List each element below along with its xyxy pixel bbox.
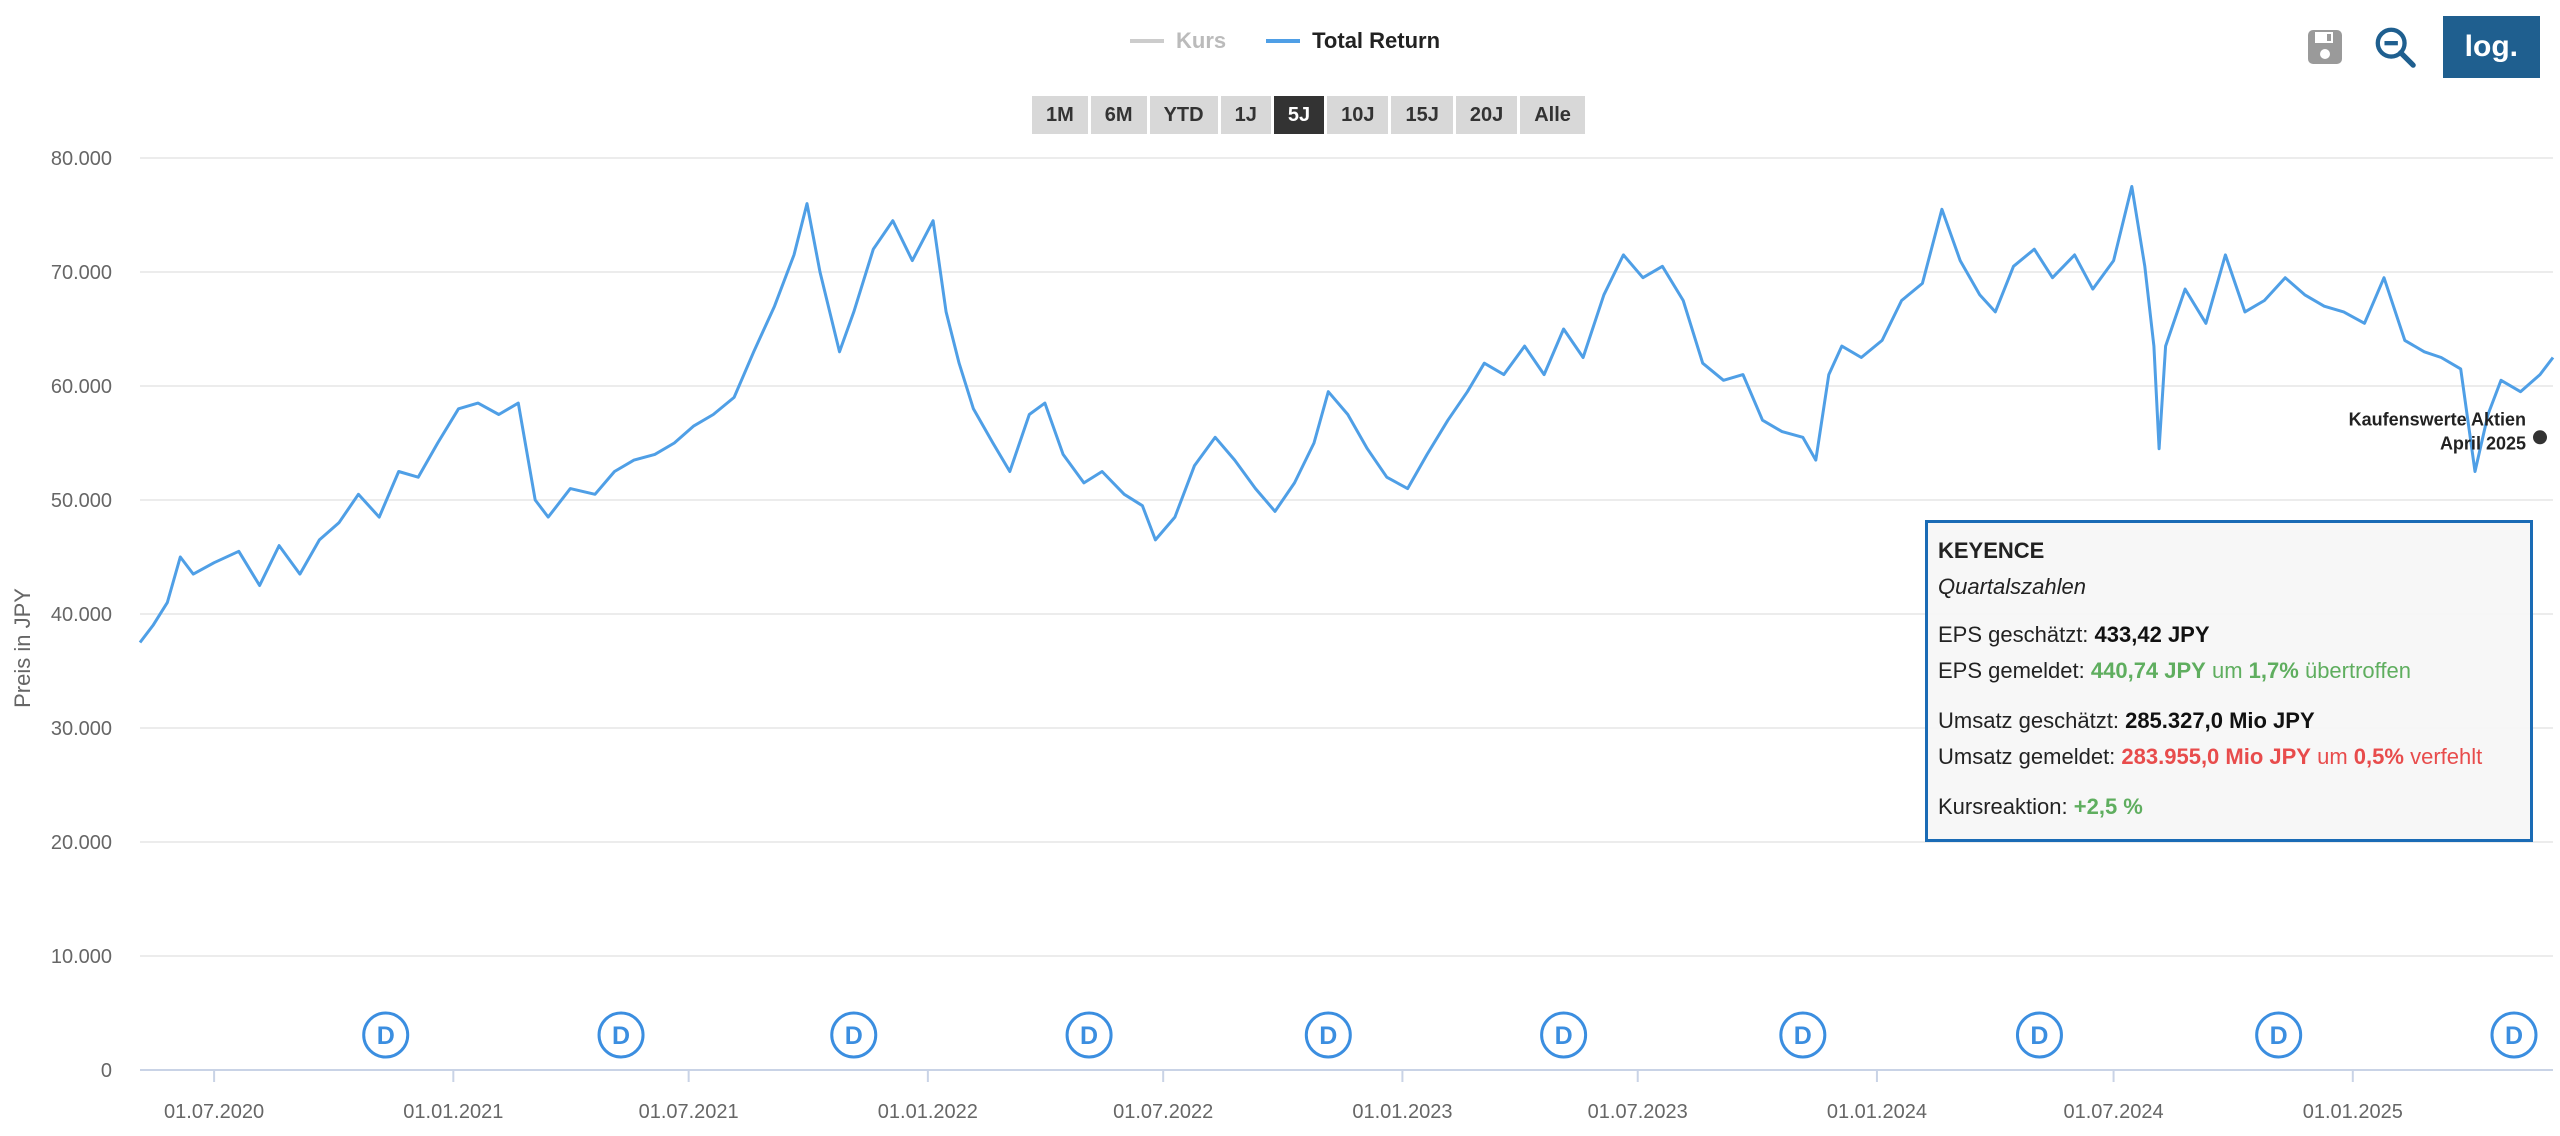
eps-rep-value: 440,74 JPY [2090, 658, 2206, 683]
dividend-marker-label: D [1555, 1022, 1573, 1050]
eps-est-label: EPS geschätzt: [1938, 622, 2089, 647]
rev-est-label: Umsatz geschätzt: [1938, 708, 2119, 733]
x-tick-label: 01.01.2021 [403, 1101, 503, 1123]
eps-rep-label: EPS gemeldet: [1938, 658, 2085, 683]
range-button-ytd[interactable]: YTD [1149, 96, 1218, 134]
rev-rep-result: verfehlt [2410, 744, 2483, 769]
grid-lines [140, 157, 2553, 1071]
y-tick-label: 30.000 [51, 718, 112, 740]
x-tick-label: 01.01.2024 [1827, 1101, 1927, 1123]
dividend-marker[interactable]: D [362, 1011, 410, 1059]
range-button-20j[interactable]: 20J [1455, 96, 1518, 134]
series-group [138, 185, 2555, 644]
range-button-15j[interactable]: 15J [1391, 96, 1453, 134]
dividend-marker-label: D [2030, 1022, 2048, 1050]
annotation-line2: April 2025 [2440, 433, 2526, 453]
x-tick-label: 01.07.2021 [639, 1101, 739, 1123]
y-axis: 0 10.000 20.000 30.000 40.000 50.000 60.000 70.… [51, 148, 112, 1082]
legend-swatch-total-return [1266, 39, 1301, 43]
x-tick-label: 01.01.2022 [878, 1101, 978, 1123]
legend: Kurs Total Return [1130, 28, 1440, 54]
y-axis-label: Preis in JPY [10, 588, 35, 708]
dividend-marker[interactable]: D [1304, 1011, 1352, 1059]
earnings-tooltip: KEYENCE Quartalszahlen EPS geschätzt: 43… [1925, 520, 2533, 842]
dividend-marker-label: D [1794, 1022, 1812, 1050]
save-icon[interactable] [2303, 25, 2347, 69]
tooltip-subtitle: Quartalszahlen [1938, 574, 2086, 599]
y-tick-label: 40.000 [51, 604, 112, 626]
dividend-marker[interactable]: D [1065, 1011, 1113, 1059]
y-tick-label: 60.000 [51, 376, 112, 398]
tooltip-revenue-estimated: Umsatz geschätzt: 285.327,0 Mio JPY [1938, 703, 2520, 739]
dividend-marker-label: D [1319, 1022, 1337, 1050]
y-tick-label: 50.000 [51, 490, 112, 512]
dividend-marker-label: D [1080, 1022, 1098, 1050]
rev-rep-um: um [2317, 744, 2348, 769]
y-tick-label: 70.000 [51, 262, 112, 284]
annotation: Kaufenswerte Aktien April 2025 [2349, 409, 2547, 453]
annotation-line1: Kaufenswerte Aktien [2349, 409, 2526, 429]
tooltip-price-reaction: Kursreaktion: +2,5 % [1938, 789, 2520, 825]
dividend-marker-label: D [612, 1022, 630, 1050]
reaction-label: Kursreaktion: [1938, 794, 2068, 819]
x-tick-label: 01.01.2023 [1352, 1101, 1452, 1123]
eps-rep-result: übertroffen [2304, 658, 2411, 683]
range-button-5j[interactable]: 5J [1273, 96, 1325, 134]
dividend-marker[interactable]: D [2490, 1011, 2538, 1059]
rev-est-value: 285.327,0 Mio JPY [2125, 708, 2315, 733]
range-button-6m[interactable]: 6M [1090, 96, 1147, 134]
legend-label-total-return: Total Return [1312, 28, 1441, 53]
y-tick-label: 10.000 [51, 946, 112, 968]
y-tick-label: 20.000 [51, 832, 112, 854]
x-tick-label: 01.07.2024 [2064, 1101, 2164, 1123]
x-tick-label: 01.01.2025 [2303, 1101, 2403, 1123]
dividend-marker-label: D [2270, 1022, 2288, 1050]
legend-item-kurs[interactable]: Kurs [1130, 28, 1226, 54]
eps-rep-pct: 1,7% [2248, 658, 2299, 683]
rev-rep-pct: 0,5% [2353, 744, 2404, 769]
legend-label-kurs: Kurs [1176, 28, 1227, 53]
rev-rep-label: Umsatz gemeldet: [1938, 744, 2116, 769]
zoom-out-icon[interactable] [2373, 25, 2417, 69]
range-selector: 1M 6M YTD 1J 5J 10J 15J 20J Alle [1032, 96, 1585, 134]
eps-rep-um: um [2211, 658, 2243, 683]
tooltip-company: KEYENCE [1938, 538, 2045, 563]
x-tick-label: 01.07.2022 [1113, 1101, 1213, 1123]
legend-swatch-kurs [1130, 39, 1164, 43]
range-button-1m[interactable]: 1M [1032, 96, 1088, 134]
series-line-total-return [138, 185, 2555, 644]
log-scale-button[interactable]: log. [2442, 16, 2540, 78]
range-button-alle[interactable]: Alle [1520, 96, 1585, 134]
dividend-marker[interactable]: D [1779, 1011, 1827, 1059]
reaction-value: +2,5 % [2073, 794, 2143, 819]
range-button-10j[interactable]: 10J [1327, 96, 1389, 134]
dividend-marker[interactable]: D [1540, 1011, 1588, 1059]
range-button-1j[interactable]: 1J [1220, 96, 1271, 134]
x-tick-label: 01.07.2020 [164, 1101, 264, 1123]
annotation-point[interactable] [2532, 430, 2547, 445]
legend-item-total-return[interactable]: Total Return [1266, 28, 1440, 54]
y-tick-label: 0 [101, 1060, 112, 1082]
tooltip-eps-estimated: EPS geschätzt: 433,42 JPY [1938, 617, 2520, 653]
dividend-marker[interactable]: D [2255, 1011, 2303, 1059]
tooltip-revenue-reported: Umsatz gemeldet: 283.955,0 Mio JPY um 0,… [1938, 739, 2520, 775]
chart-toolbar: log. [2303, 16, 2540, 78]
dividend-marker-label: D [2505, 1022, 2523, 1050]
dividend-marker[interactable]: D [597, 1011, 645, 1059]
dividend-marker[interactable]: D [830, 1011, 878, 1059]
dividend-marker-label: D [377, 1022, 395, 1050]
rev-rep-value: 283.955,0 Mio JPY [2121, 744, 2311, 769]
dividend-marker-label: D [845, 1022, 863, 1050]
tooltip-eps-reported: EPS gemeldet: 440,74 JPY um 1,7% übertro… [1938, 653, 2520, 689]
eps-est-value: 433,42 JPY [2094, 622, 2210, 647]
x-tick-label: 01.07.2023 [1588, 1101, 1688, 1123]
y-tick-label: 80.000 [51, 148, 112, 170]
x-axis: 01.07.2020 01.01.2021 01.07.2021 01.01.2022… [164, 1070, 2403, 1123]
dividend-marker[interactable]: D [2015, 1011, 2063, 1059]
